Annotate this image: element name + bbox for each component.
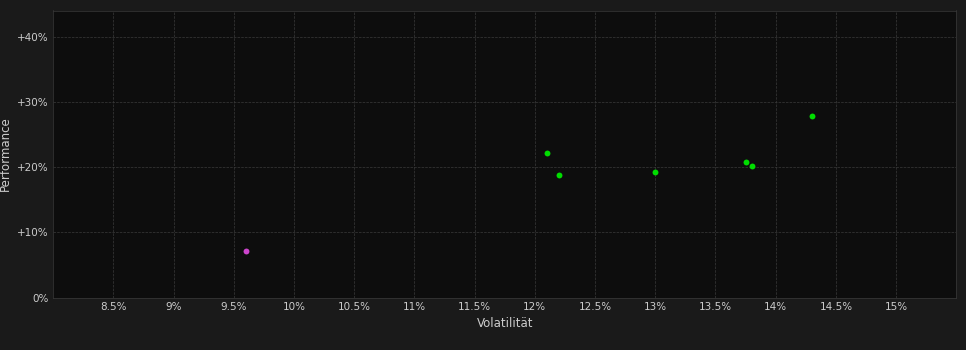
X-axis label: Volatilität: Volatilität (476, 317, 533, 330)
Point (238, 248, 253, 253)
Point (552, 172, 567, 178)
Point (647, 169, 663, 174)
Point (539, 150, 554, 155)
Point (804, 113, 819, 119)
Point (738, 159, 753, 164)
Y-axis label: Performance: Performance (0, 117, 12, 191)
Point (744, 163, 759, 169)
